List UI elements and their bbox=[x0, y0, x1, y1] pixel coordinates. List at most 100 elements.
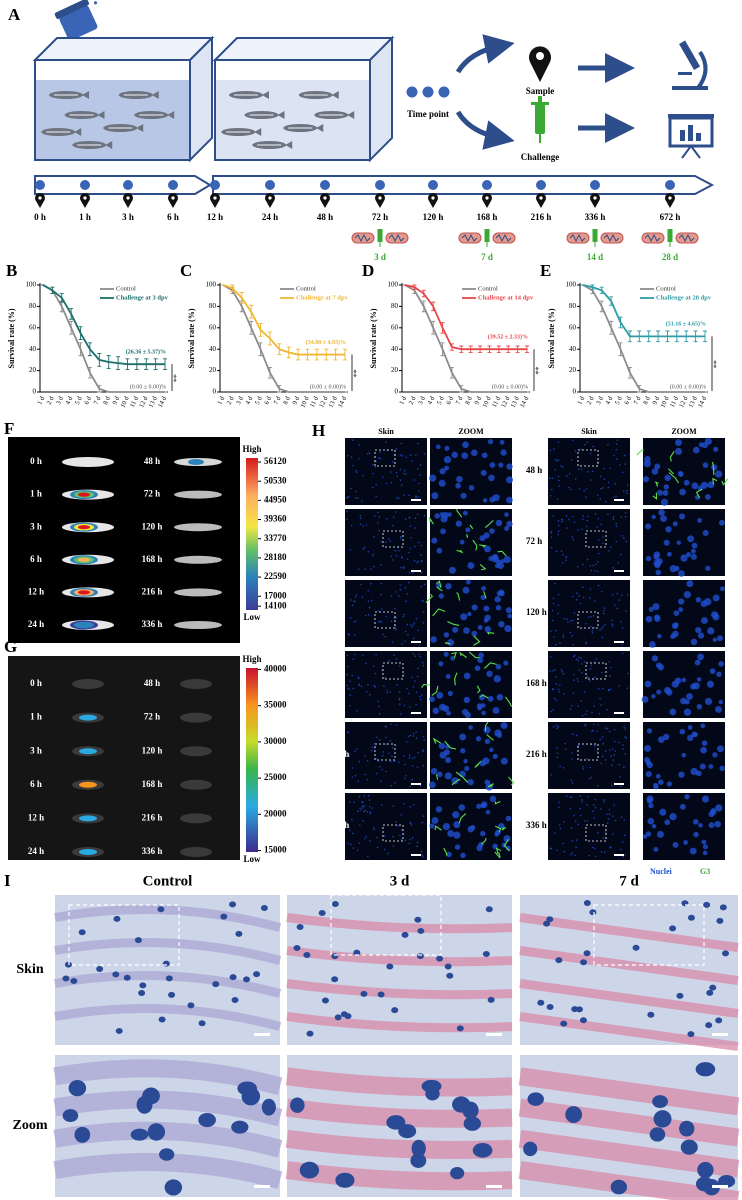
nucleus bbox=[658, 509, 665, 516]
nucleus bbox=[363, 546, 366, 549]
nucleus bbox=[439, 512, 444, 517]
nucleus bbox=[562, 821, 565, 823]
nucleus bbox=[468, 484, 475, 491]
cell bbox=[482, 951, 490, 958]
nucleus bbox=[576, 565, 579, 568]
nucleus bbox=[390, 723, 392, 726]
fish-body bbox=[180, 746, 212, 757]
y-tick-label: 80 bbox=[29, 302, 37, 310]
fish-body bbox=[180, 847, 212, 857]
scale-bar bbox=[411, 854, 421, 856]
nucleus bbox=[708, 822, 715, 828]
zoom-box bbox=[68, 904, 180, 966]
nucleus bbox=[570, 704, 573, 707]
y-tick-label: 20 bbox=[569, 366, 577, 374]
nucleus bbox=[400, 829, 403, 831]
nucleus bbox=[406, 687, 408, 690]
nucleus bbox=[409, 454, 412, 457]
nucleus bbox=[574, 450, 577, 452]
nucleus bbox=[435, 806, 443, 813]
nucleus bbox=[375, 495, 377, 498]
nucleus bbox=[557, 519, 560, 522]
x-tick-label: 7 d bbox=[633, 395, 643, 406]
nucleus bbox=[361, 805, 364, 808]
nucleus bbox=[571, 634, 574, 637]
nucleus bbox=[385, 517, 388, 520]
nucleus bbox=[440, 528, 446, 535]
nucleus bbox=[649, 641, 656, 648]
x-tick-label: 11 d bbox=[669, 395, 680, 409]
nucleus bbox=[586, 558, 589, 561]
nucleus bbox=[597, 831, 599, 834]
nucleus bbox=[624, 515, 627, 518]
nucleus bbox=[404, 470, 406, 472]
nucleus bbox=[557, 441, 560, 444]
nucleus bbox=[608, 808, 611, 811]
nucleus bbox=[422, 765, 425, 767]
nucleus bbox=[651, 694, 656, 699]
nucleus bbox=[550, 488, 553, 491]
nucleus bbox=[594, 806, 597, 809]
nucleus bbox=[367, 683, 369, 686]
g3-signal bbox=[494, 825, 502, 833]
nucleus bbox=[377, 760, 380, 763]
g3-signal bbox=[486, 734, 494, 741]
nucleus bbox=[658, 779, 664, 785]
nucleus bbox=[673, 610, 680, 616]
x-tick-label: 14 d bbox=[519, 395, 530, 409]
cell bbox=[165, 975, 173, 982]
cell bbox=[706, 989, 714, 996]
y-tick-label: 80 bbox=[209, 302, 217, 310]
time-label: 12 h bbox=[333, 749, 349, 759]
fish-tail bbox=[105, 141, 113, 149]
nucleus bbox=[608, 730, 611, 733]
nucleus bbox=[610, 755, 612, 757]
nucleus bbox=[402, 567, 405, 569]
nucleus bbox=[592, 564, 595, 567]
nucleus bbox=[480, 830, 486, 837]
nucleus bbox=[349, 616, 352, 619]
cell bbox=[237, 1081, 257, 1096]
nucleus bbox=[698, 823, 703, 828]
pin-hole bbox=[213, 196, 217, 200]
nucleus bbox=[591, 846, 594, 849]
nucleus bbox=[607, 513, 609, 516]
nucleus bbox=[604, 750, 607, 752]
time-label: 3 h bbox=[333, 607, 345, 617]
x-tick-label: 13 d bbox=[328, 395, 339, 409]
nucleus bbox=[615, 522, 618, 525]
cell bbox=[229, 974, 237, 981]
zoom-box bbox=[374, 449, 396, 467]
nucleus bbox=[413, 756, 416, 759]
nucleus bbox=[403, 613, 406, 616]
nucleus bbox=[572, 538, 575, 541]
colorbar-tick-label: 30000 bbox=[264, 736, 287, 746]
nucleus bbox=[646, 798, 653, 804]
nucleus bbox=[489, 462, 496, 468]
nucleus bbox=[409, 805, 412, 808]
nucleus bbox=[404, 839, 407, 842]
g3-signal bbox=[480, 694, 489, 699]
nucleus bbox=[464, 766, 470, 772]
nucleus bbox=[347, 495, 350, 498]
nucleus bbox=[371, 749, 373, 752]
nucleus bbox=[412, 624, 414, 626]
nucleus bbox=[623, 766, 625, 768]
nucleus bbox=[488, 474, 495, 482]
legend-label: Control bbox=[116, 285, 136, 292]
fish-body bbox=[174, 588, 222, 597]
timeline-dot bbox=[320, 180, 330, 190]
nucleus bbox=[415, 617, 418, 620]
nucleus bbox=[352, 847, 355, 849]
nucleus bbox=[420, 571, 423, 574]
nucleus bbox=[607, 486, 610, 489]
nucleus bbox=[354, 490, 357, 493]
nucleus bbox=[407, 634, 409, 636]
nucleus bbox=[559, 684, 561, 686]
nucleus bbox=[563, 617, 566, 620]
nucleus bbox=[379, 457, 382, 460]
g3-signal bbox=[668, 472, 680, 484]
nucleus bbox=[555, 629, 558, 632]
nucleus bbox=[414, 517, 417, 520]
nucleus bbox=[465, 527, 471, 533]
